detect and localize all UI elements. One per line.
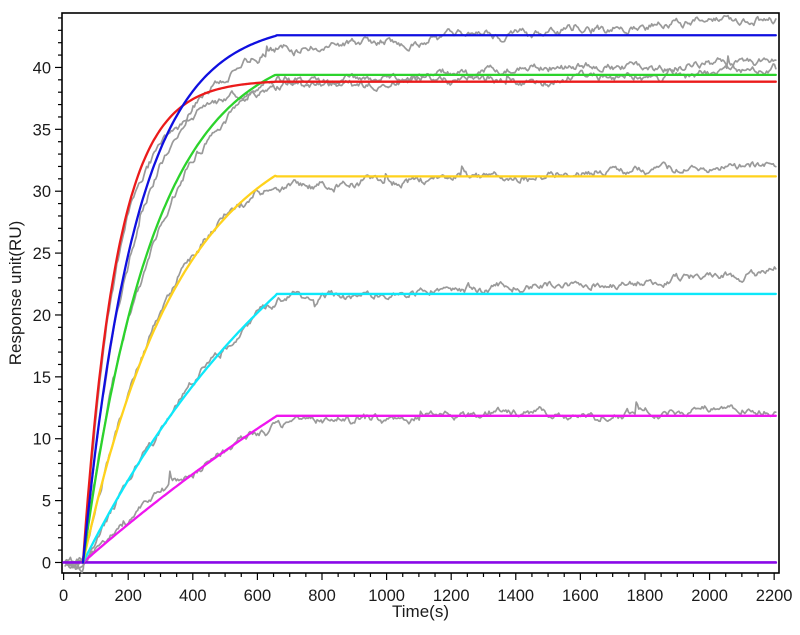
y-tick-label: 30 [33, 183, 51, 201]
series-blue-data [64, 14, 777, 568]
y-axis-title: Response unit(RU) [6, 220, 25, 366]
y-tick-label: 40 [33, 59, 51, 77]
plot-frame [61, 12, 780, 574]
x-tick-label: 2200 [756, 587, 793, 605]
series-yellow-data [64, 161, 777, 564]
series-magenta-data [64, 401, 777, 567]
y-tick-label: 35 [33, 121, 51, 139]
x-axis-title: Time(s) [392, 602, 449, 621]
y-tick-label: 0 [42, 554, 51, 572]
x-tick-label: 600 [244, 587, 272, 605]
series-cyan-fit [81, 292, 777, 564]
x-tick-label: 200 [114, 587, 142, 605]
y-tick-label: 15 [33, 369, 51, 387]
fitted-series [62, 34, 778, 564]
series-cyan-data [64, 266, 777, 570]
y-tick-label: 20 [33, 307, 51, 325]
x-tick-label: 1800 [627, 587, 664, 605]
x-tick-label: 400 [179, 587, 207, 605]
tick-labels: 0 200 400 600 800 1000 1200 1400 1600 1800 2000 220… [33, 59, 793, 605]
x-tick-label: 1400 [497, 587, 534, 605]
x-tick-label: 2000 [691, 587, 728, 605]
series-blue-fit [81, 34, 777, 564]
x-tick-label: 800 [308, 587, 336, 605]
series-green-fit [81, 73, 777, 564]
x-tick-label: 1000 [368, 587, 405, 605]
series-yellow-fit [81, 174, 777, 564]
x-tick-label: 1600 [562, 587, 599, 605]
x-tick-label: 1200 [433, 587, 470, 605]
y-tick-label: 25 [33, 245, 51, 263]
x-tick-label: 0 [59, 587, 68, 605]
y-tick-label: 10 [33, 431, 51, 449]
series-red-data [64, 55, 777, 574]
series-magenta-fit [81, 414, 777, 564]
y-tick-label: 5 [42, 493, 51, 511]
series-red-fit [81, 80, 777, 564]
